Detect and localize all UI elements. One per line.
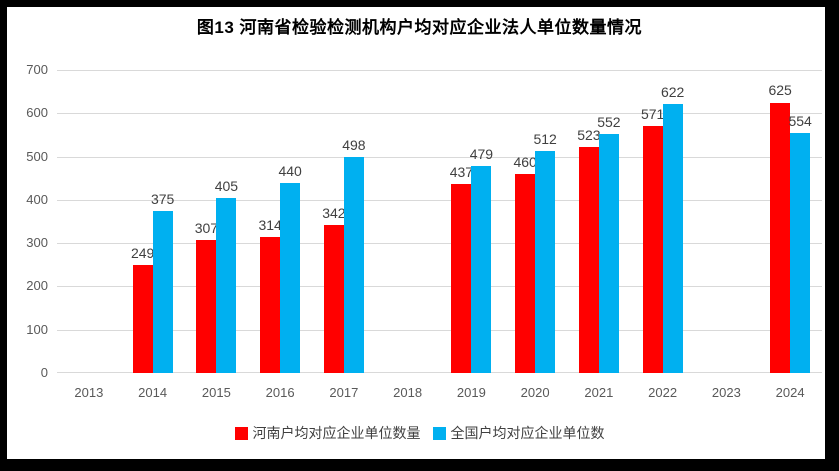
gridline-300	[57, 243, 822, 244]
y-tick-label: 500	[26, 148, 48, 164]
y-tick-label: 200	[26, 278, 48, 294]
value-label-national-2014: 375	[150, 190, 175, 207]
value-label-national-2021: 552	[597, 114, 621, 131]
chart-panel	[7, 7, 825, 459]
y-tick-label: 100	[26, 321, 48, 337]
legend: 河南户均对应企业单位数量 全国户均对应企业单位数	[0, 423, 839, 443]
gridline-700	[57, 70, 822, 71]
value-label-henan-2016: 314	[258, 217, 282, 234]
gridline-200	[57, 286, 822, 287]
bar-national-2021	[598, 134, 619, 373]
plot-area: 249 375 307 405 314 440 342 498 437 479 460 512 523 5…	[57, 70, 822, 373]
bar-henan-2015	[196, 240, 217, 373]
legend-marker-national-icon	[432, 426, 446, 440]
value-label-national-2020: 512	[533, 131, 557, 148]
legend-label-national: 全国户均对应企业单位数	[450, 425, 605, 441]
bar-henan-2017	[323, 225, 344, 373]
value-label-henan-2014: 249	[130, 245, 155, 262]
bar-national-2014	[152, 210, 173, 373]
bar-national-2015	[216, 197, 237, 373]
value-label-national-2024: 554	[788, 113, 812, 130]
value-label-national-2022: 622	[660, 83, 685, 100]
x-tick-label-2016: 2016	[265, 385, 295, 400]
y-tick-label: 300	[26, 235, 48, 251]
gridline-100	[57, 330, 822, 331]
value-label-henan-2020: 460	[513, 153, 537, 170]
legend-item-national: 全国户均对应企业单位数	[432, 423, 605, 443]
bar-henan-2014	[132, 265, 153, 373]
x-tick-label-2014: 2014	[138, 385, 168, 400]
y-tick-label: 400	[26, 191, 48, 207]
gridline-400	[57, 200, 822, 201]
value-label-national-2017: 498	[342, 137, 366, 154]
bar-national-2019	[471, 165, 492, 373]
bar-national-2016	[280, 182, 301, 373]
x-tick-label-2020: 2020	[520, 385, 550, 400]
value-label-henan-2015: 307	[194, 220, 219, 237]
value-label-national-2019: 479	[469, 145, 494, 162]
bar-national-2017	[343, 157, 364, 373]
x-tick-label-2023: 2023	[711, 385, 741, 400]
x-tick-label-2013: 2013	[74, 385, 104, 400]
x-tick-label-2018: 2018	[393, 385, 423, 400]
value-label-henan-2024: 625	[768, 82, 792, 99]
value-label-henan-2021: 523	[577, 126, 601, 143]
gridline-500	[57, 157, 822, 158]
x-tick-label-2015: 2015	[201, 385, 231, 400]
bar-national-2024	[790, 133, 811, 373]
x-tick-label-2021: 2021	[584, 385, 614, 400]
bar-henan-2024	[770, 102, 791, 373]
bar-national-2020	[535, 151, 556, 373]
legend-marker-henan-icon	[234, 426, 248, 440]
bar-henan-2022	[642, 125, 663, 373]
value-label-national-2016: 440	[278, 162, 302, 179]
chart-title: 图13 河南省检验检测机构户均对应企业法人单位数量情况	[196, 18, 643, 37]
bar-henan-2016	[260, 237, 281, 373]
bar-henan-2019	[451, 183, 472, 373]
bar-national-2022	[662, 103, 683, 373]
gridline-600	[57, 113, 822, 114]
gridline-0	[57, 372, 822, 373]
value-label-henan-2017: 342	[322, 204, 346, 221]
legend-label-henan: 河南户均对应企业单位数量	[252, 425, 421, 441]
x-tick-label-2017: 2017	[329, 385, 359, 400]
x-tick-label-2022: 2022	[648, 385, 678, 400]
legend-item-henan: 河南户均对应企业单位数量	[234, 423, 421, 443]
value-label-henan-2019: 437	[449, 163, 474, 180]
bar-henan-2020	[515, 173, 536, 373]
y-tick-label: 600	[26, 105, 48, 121]
x-tick-label-2024: 2024	[775, 385, 805, 400]
y-tick-label: 0	[40, 365, 48, 380]
value-label-henan-2022: 571	[640, 105, 665, 122]
bar-henan-2021	[578, 146, 599, 373]
x-tick-label-2019: 2019	[456, 385, 486, 400]
value-label-national-2015: 405	[214, 177, 239, 194]
y-tick-label: 700	[26, 62, 48, 77]
